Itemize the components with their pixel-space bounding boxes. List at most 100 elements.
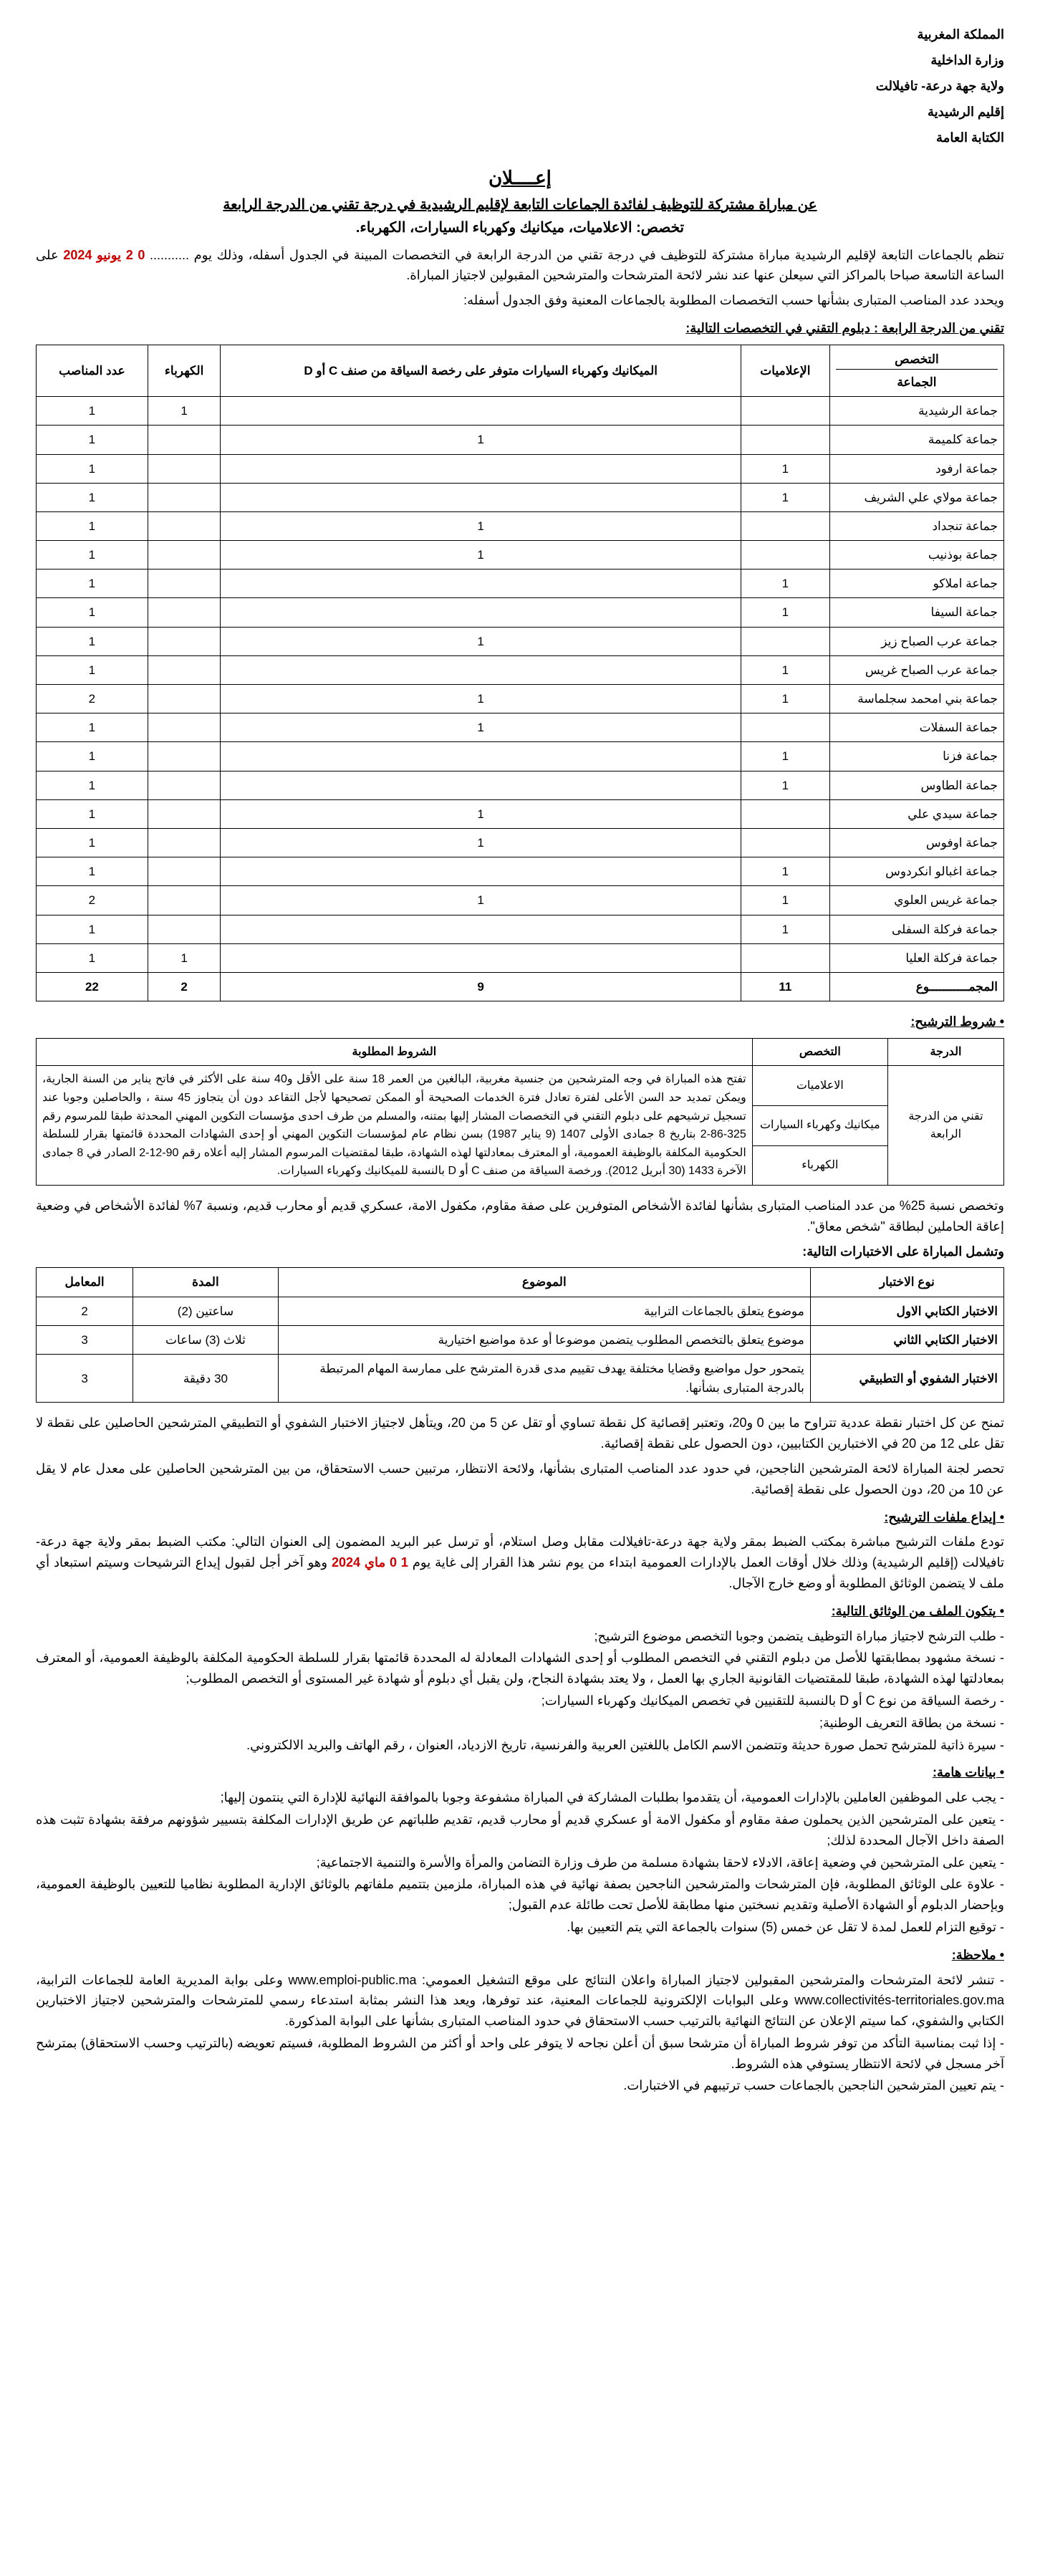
cell-jam: جماعة فركلة العليا (829, 943, 1003, 972)
list-item: نسخة مشهود بمطابقتها للأصل من دبلوم التق… (36, 1648, 1004, 1689)
title-spec: تخصص: الاعلاميات، ميكانيك وكهرباء السيار… (36, 216, 1004, 239)
docs-title: يتكون الملف من الوثائق التالية: (36, 1601, 1004, 1622)
cell-cnt: 1 (37, 511, 148, 540)
table-row: جماعة فزنا 1 1 (37, 742, 1004, 771)
cell-info (741, 426, 829, 454)
list-item: يتعين على المترشحين الذين يحملون صفة مقا… (36, 1810, 1004, 1851)
list-item: يتعين على المترشحين في وضعية إعاقة، الاد… (36, 1852, 1004, 1873)
cell-info (741, 627, 829, 655)
cell-elec (148, 598, 221, 627)
cell-mech: 1 (221, 713, 741, 742)
cell-mech (221, 943, 741, 972)
cell-elec (148, 627, 221, 655)
table-row: جماعة غريس العلوي 1 1 2 (37, 886, 1004, 915)
cell-info: 1 (741, 483, 829, 511)
cell-jam: جماعة غريس العلوي (829, 886, 1003, 915)
table-row: جماعة اغبالو انكردوس 1 1 (37, 857, 1004, 886)
docs-list: طلب الترشح لاجتياز مباراة التوظيف يتضمن … (36, 1626, 1004, 1756)
cell-subj: يتمحور حول مواضيع وقضايا مختلفة يهدف تقي… (278, 1355, 810, 1403)
cell-mech (221, 569, 741, 598)
cell-jam: جماعة الطاوس (829, 771, 1003, 799)
cond-text: تفتح هذه المباراة في وجه المترشحين من جن… (37, 1066, 753, 1186)
hdr-l5: الكتابة العامة (36, 125, 1004, 150)
table-row: جماعة تنجداد 1 1 (37, 511, 1004, 540)
cell-cnt: 1 (37, 771, 148, 799)
hdr-l1: المملكة المغربية (36, 21, 1004, 47)
table-row: جماعة عرب الصباح غريس 1 1 (37, 655, 1004, 684)
posts-table: التخصصالجماعة الإعلاميات الميكانيك وكهرب… (36, 345, 1004, 1001)
total-label: المجمـــــــــــوع (829, 972, 1003, 1001)
th-t-type: نوع الاختبار (810, 1268, 1003, 1297)
cell-info: 1 (741, 886, 829, 915)
cell-jam: جماعة بني امحمد سجلماسة (829, 685, 1003, 713)
cell-elec (148, 857, 221, 886)
list-item: سيرة ذاتية للمترشح تحمل صورة حديثة وتتضم… (36, 1735, 1004, 1756)
cond-spec-1: ميكانيك وكهرباء السيارات (752, 1106, 887, 1146)
cell-jam: جماعة بوذنيب (829, 541, 1003, 569)
hdr-l2: وزارة الداخلية (36, 47, 1004, 73)
cell-jam: جماعة السيفا (829, 598, 1003, 627)
date2-mid: ماي (365, 1555, 385, 1570)
grading: تمنح عن كل اختبار نقطة عددية تتراوح ما ب… (36, 1413, 1004, 1454)
cell-cnt: 1 (37, 799, 148, 828)
cell-mech: 1 (221, 685, 741, 713)
cell-type: الاختبار الشفوي أو التطبيقي (810, 1355, 1003, 1403)
table-row: جماعة عرب الصباح زيز 1 1 (37, 627, 1004, 655)
cell-elec (148, 655, 221, 684)
table-row: جماعة بني امحمد سجلماسة 1 1 2 (37, 685, 1004, 713)
table-row: جماعة كلميمة 1 1 (37, 426, 1004, 454)
cell-info (741, 828, 829, 857)
cell-elec (148, 454, 221, 483)
cell-mech (221, 598, 741, 627)
cell-info: 1 (741, 742, 829, 771)
cell-elec (148, 742, 221, 771)
intro-p2: ويحدد عدد المناصب المتبارى بشأنها حسب ال… (36, 290, 1004, 311)
cell-info (741, 541, 829, 569)
title-main: إعــــلان (36, 163, 1004, 193)
hdr-l3: ولاية جهة درعة- تافيلالت (36, 73, 1004, 99)
cell-elec (148, 541, 221, 569)
cell-info: 1 (741, 857, 829, 886)
cond-title: شروط الترشيح: (36, 1011, 1004, 1032)
cell-elec (148, 886, 221, 915)
cond-spec-2: الكهرباء (752, 1145, 887, 1186)
cell-mech (221, 742, 741, 771)
cell-jam: جماعة اوفوس (829, 828, 1003, 857)
cell-elec (148, 685, 221, 713)
list-item: علاوة على الوثائق المطلوبة، فإن المترشحا… (36, 1874, 1004, 1916)
cell-type: الاختبار الكتابي الثاني (810, 1325, 1003, 1354)
date1-year: 2024 (63, 248, 92, 262)
cell-mech: 1 (221, 511, 741, 540)
date1-mid: يونيو (97, 248, 121, 262)
cell-cnt: 1 (37, 397, 148, 426)
cell-info: 1 (741, 655, 829, 684)
cell-info (741, 511, 829, 540)
table-row: جماعة فركلة السفلى 1 1 (37, 915, 1004, 943)
cell-mech: 1 (221, 886, 741, 915)
title-block: إعــــلان عن مباراة مشتركة للتوظيف لفائد… (36, 163, 1004, 239)
cond-spec-0: الاعلاميات (752, 1066, 887, 1106)
list-item: يتم تعيين المترشحين الناجحين بالجماعات ح… (36, 2075, 1004, 2096)
cell-jam: جماعة عرب الصباح زيز (829, 627, 1003, 655)
note-list: تنشر لائحة المترشحات والمترشحين المقبولي… (36, 1970, 1004, 2097)
th-t-subj: الموضوع (278, 1268, 810, 1297)
cell-jam: جماعة اغبالو انكردوس (829, 857, 1003, 886)
cell-mech: 1 (221, 541, 741, 569)
table-row: جماعة الرشيدية 1 1 (37, 397, 1004, 426)
total-info: 11 (741, 972, 829, 1001)
total-cnt: 22 (37, 972, 148, 1001)
table-row: الاختبار الكتابي الاول موضوع يتعلق بالجم… (37, 1297, 1004, 1325)
cell-elec (148, 483, 221, 511)
list-item: نسخة من بطاقة التعريف الوطنية; (36, 1713, 1004, 1734)
cell-info (741, 943, 829, 972)
table-row: جماعة السيفا 1 1 (37, 598, 1004, 627)
cell-elec (148, 828, 221, 857)
cell-cnt: 1 (37, 426, 148, 454)
conditions-table: الدرجة التخصص الشروط المطلوبة تقني من ال… (36, 1038, 1004, 1186)
th-t-dur: المدة (133, 1268, 279, 1297)
tests-intro: وتشمل المباراة على الاختبارات التالية: (36, 1241, 1004, 1262)
table-row: جماعة بوذنيب 1 1 (37, 541, 1004, 569)
list-item: تنشر لائحة المترشحات والمترشحين المقبولي… (36, 1970, 1004, 2032)
cell-cnt: 1 (37, 483, 148, 511)
cell-cnt: 1 (37, 742, 148, 771)
